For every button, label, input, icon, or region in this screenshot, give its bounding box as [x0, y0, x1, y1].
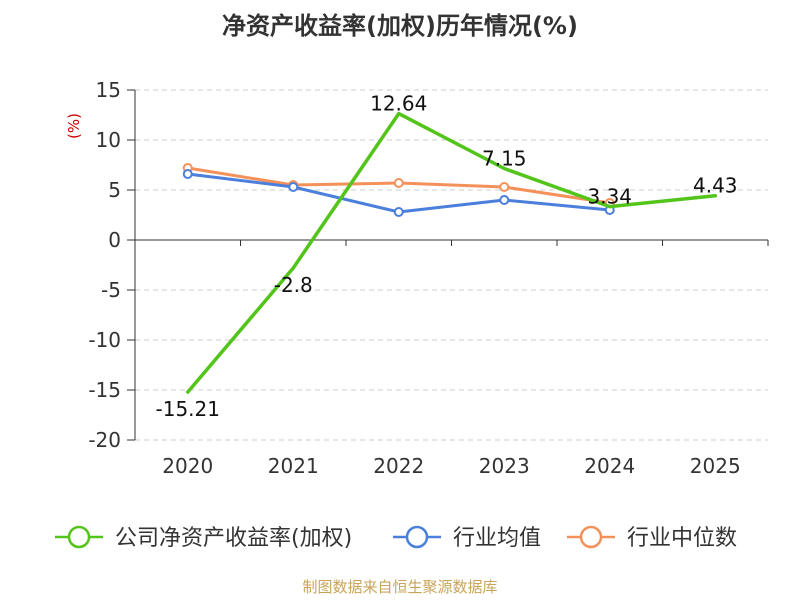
legend: 公司净资产收益率(加权) 行业均值 行业中位数 — [55, 525, 737, 551]
y-tick-label: -20 — [88, 428, 121, 452]
legend-swatch-marker — [405, 525, 429, 549]
y-tick-label: 0 — [108, 228, 121, 252]
x-tick-label: 2021 — [268, 454, 319, 478]
legend-label: 公司净资产收益率(加权) — [115, 526, 352, 551]
y-tick-label: -10 — [88, 328, 121, 352]
legend-swatch-marker — [579, 525, 603, 549]
series-point — [393, 178, 404, 188]
series-point — [182, 169, 193, 179]
y-tick-label: 10 — [96, 128, 121, 152]
series-point — [288, 182, 299, 192]
data-label: 7.15 — [482, 147, 527, 171]
data-labels: -15.21 -2.8 12.64 7.15 3.34 4.43 — [156, 92, 738, 422]
y-axis-label: (%) — [65, 113, 83, 139]
x-tick-label: 2023 — [479, 454, 530, 478]
series-point — [393, 207, 404, 217]
series-line — [186, 111, 717, 394]
x-tick-label: 2024 — [584, 454, 635, 478]
series-lines — [182, 111, 717, 394]
y-tick-label: 15 — [96, 78, 121, 102]
data-label: 3.34 — [587, 185, 632, 209]
series-point — [499, 195, 510, 205]
data-label: 4.43 — [693, 174, 738, 198]
axes: 15 10 5 0 -5 -10 -15 -20 2020 2021 2022 2023 2024 202… — [88, 78, 769, 478]
source-note: 制图数据来自恒生聚源数据库 — [302, 578, 498, 596]
data-label: -15.21 — [156, 397, 220, 421]
data-label: 12.64 — [370, 92, 427, 116]
x-tick-label: 2020 — [162, 454, 213, 478]
data-label: -2.8 — [274, 273, 313, 297]
y-tick-label: 5 — [108, 178, 121, 202]
series-point — [499, 182, 510, 192]
y-tick-label: -5 — [101, 278, 121, 302]
y-tick-label: -15 — [88, 378, 121, 402]
legend-label: 行业均值 — [453, 526, 541, 551]
legend-swatch-marker — [67, 525, 91, 549]
legend-label: 行业中位数 — [627, 526, 737, 551]
chart-title: 净资产收益率(加权)历年情况(%) — [222, 12, 578, 40]
x-tick-label: 2025 — [690, 454, 741, 478]
x-tick-label: 2022 — [373, 454, 424, 478]
